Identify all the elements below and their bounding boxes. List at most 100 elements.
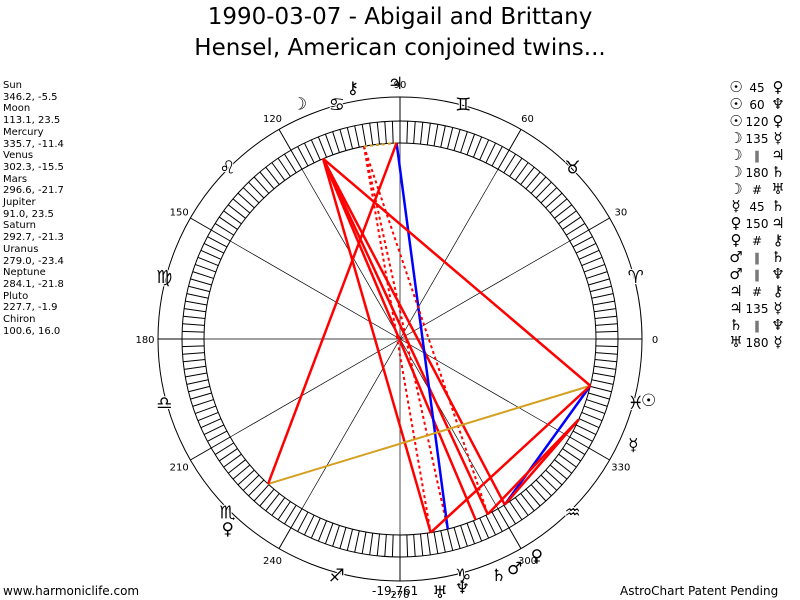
- aspect-line: [322, 157, 592, 387]
- degree-tick: [440, 530, 446, 553]
- degree-tick: [590, 285, 612, 293]
- aspect-row: ☽ 135 ☿: [727, 130, 787, 147]
- degree-tick: [200, 249, 222, 260]
- degree-tick: [218, 216, 238, 230]
- aspect-line: [395, 142, 449, 530]
- degree-tick: [594, 358, 617, 363]
- aspect-type: ∥: [754, 251, 760, 265]
- degree-tick: [584, 405, 606, 415]
- aspect-row: ☿ 45 ♄: [727, 198, 787, 215]
- degree-tick: [317, 136, 328, 158]
- degree-tick: [192, 399, 214, 407]
- degree-tick: [384, 121, 387, 144]
- degree-tick: [572, 430, 593, 442]
- degree-label: 300: [518, 556, 537, 567]
- zodiac-sign-icon: ♉: [564, 157, 580, 178]
- sign-boundary: [190, 217, 212, 231]
- degree-tick: [565, 442, 586, 455]
- aspect-planet-glyph: ♂: [729, 265, 743, 283]
- degree-tick: [419, 533, 424, 556]
- planet-coords: 284.1, -21.8: [3, 278, 64, 290]
- degree-tick: [354, 530, 360, 553]
- degree-tick: [433, 124, 439, 147]
- zodiac-sign-icon: ♒: [564, 503, 580, 524]
- degree-tick: [413, 534, 416, 557]
- degree-tick: [525, 488, 541, 507]
- aspect-type: #: [751, 285, 763, 299]
- degree-label: 0: [652, 335, 658, 346]
- aspect-planet-glyph: ☿: [773, 299, 783, 317]
- degree-tick: [214, 223, 235, 236]
- zodiac-sign-icon: ♏: [219, 503, 235, 524]
- degree-tick: [182, 345, 205, 348]
- degree-tick: [592, 300, 615, 306]
- aspect-line: [267, 384, 591, 485]
- planet-name: Moon: [3, 103, 31, 115]
- aspect-list: ☉ 45 ♀ ☉ 60 ♆ ☉ 120 ♀ ☽ 135 ☿ ☽ ∥ ♃ ☽ 180 ♄ ☽ # ♅ ☿ 45 ♄ ♀ 150 ♃ ♀ #…: [727, 79, 787, 351]
- degree-tick: [332, 525, 340, 547]
- degree-tick: [419, 122, 424, 145]
- aspect-planet-glyph: ☉: [729, 95, 743, 113]
- degree-tick: [530, 176, 547, 194]
- degree-tick: [391, 534, 394, 557]
- degree-tick: [182, 352, 205, 355]
- degree-tick: [497, 149, 510, 170]
- degree-tick: [549, 464, 568, 480]
- degree-tick: [346, 127, 354, 149]
- degree-tick: [265, 166, 280, 185]
- aspect-planet-glyph: ♂: [729, 248, 743, 266]
- degree-tick: [460, 131, 468, 153]
- degree-tick: [595, 352, 618, 355]
- planet-coords: 227.7, -1.9: [3, 302, 58, 314]
- degree-tick: [182, 323, 205, 326]
- aspect-type: 45: [749, 200, 765, 214]
- degree-label: 120: [263, 114, 282, 125]
- degree-tick: [460, 525, 468, 547]
- aspect-type: 180: [745, 166, 769, 180]
- aspect-row: ☉ 60 ♆: [727, 96, 787, 113]
- degree-tick: [592, 372, 615, 378]
- degree-tick: [588, 392, 610, 400]
- degree-tick: [545, 192, 563, 209]
- aspect-planet-glyph: ♆: [771, 316, 785, 334]
- degree-label: 270: [390, 590, 409, 600]
- degree-tick: [184, 365, 206, 370]
- aspect-line: [503, 385, 592, 506]
- planet-glyph-icon: ☿: [628, 435, 638, 455]
- aspect-type: #: [751, 234, 763, 248]
- aspect-planet-glyph: ♃: [729, 282, 743, 300]
- aspect-planet-glyph: ⚷: [772, 231, 784, 249]
- degree-tick: [558, 453, 577, 468]
- sign-boundary: [588, 217, 610, 231]
- degree-tick: [446, 127, 454, 149]
- footer-website[interactable]: www.harmoniclife.com: [3, 584, 140, 598]
- degree-tick: [503, 153, 516, 174]
- sign-boundary: [278, 527, 292, 549]
- footer-patent: AstroChart Patent Pending: [620, 584, 779, 598]
- planet-name: Jupiter: [3, 197, 36, 209]
- aspect-planet-glyph: ♃: [729, 299, 743, 317]
- degree-tick: [572, 236, 593, 248]
- aspect-type: 120: [745, 115, 769, 129]
- degree-tick: [520, 166, 535, 185]
- degree-tick: [248, 479, 265, 497]
- planet-glyph-icon: ♆: [455, 578, 470, 598]
- degree-tick: [186, 293, 209, 299]
- degree-tick: [562, 216, 582, 230]
- planet-coords: 296.6, -21.7: [3, 185, 64, 197]
- sign-boundary: [278, 129, 292, 151]
- degree-tick: [540, 187, 558, 204]
- degree-tick: [277, 501, 291, 521]
- degree-tick: [218, 448, 238, 462]
- degree-tick: [185, 372, 208, 378]
- degree-tick: [591, 379, 614, 385]
- degree-tick: [197, 411, 219, 422]
- degree-tick: [361, 124, 367, 147]
- degree-tick: [324, 523, 334, 545]
- degree-tick: [290, 508, 303, 529]
- aspect-row: ♂ ∥ ♄: [727, 249, 787, 266]
- planet-coords: 91.0, 23.5: [3, 208, 54, 220]
- planet-glyph-icon: ♂: [507, 559, 522, 579]
- degree-tick: [203, 242, 225, 254]
- degree-tick: [520, 493, 535, 512]
